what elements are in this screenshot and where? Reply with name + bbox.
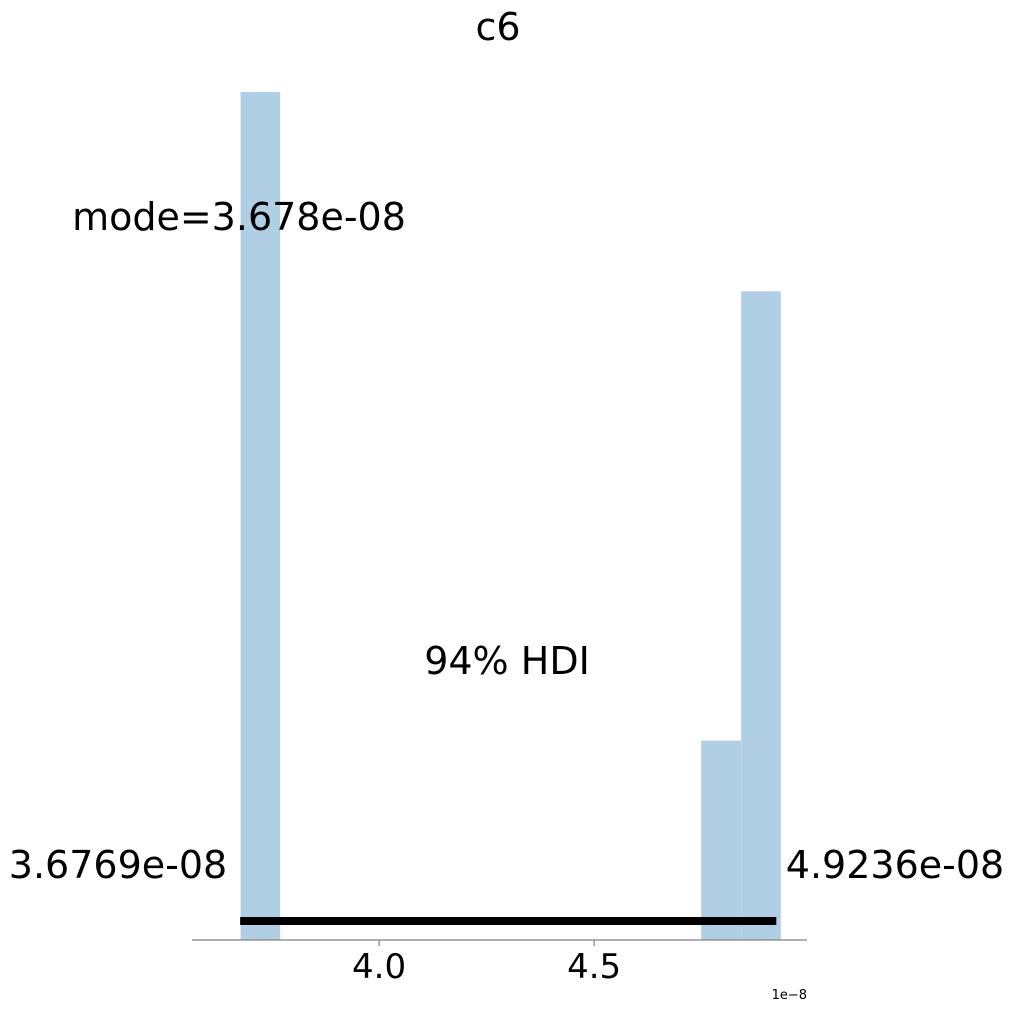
axis-offset-label: 1e−8 (772, 988, 807, 1003)
chart-title: c6 (475, 5, 520, 49)
histogram-bars (240, 92, 781, 940)
hdi-lower-label: 3.6769e-08 (9, 843, 227, 887)
mode-label: mode=3.678e-08 (72, 195, 406, 239)
x-axis-ticks: 4.0 4.5 (352, 940, 621, 987)
x-tick-label-2: 4.5 (567, 947, 621, 987)
x-tick-label-1: 4.0 (352, 947, 406, 987)
hdi-label: 94% HDI (424, 639, 590, 683)
histogram-bar-1 (240, 92, 281, 940)
histogram-bar-3 (741, 291, 781, 940)
hdi-upper-label: 4.9236e-08 (786, 843, 1004, 887)
histogram-bar-2 (701, 740, 742, 940)
